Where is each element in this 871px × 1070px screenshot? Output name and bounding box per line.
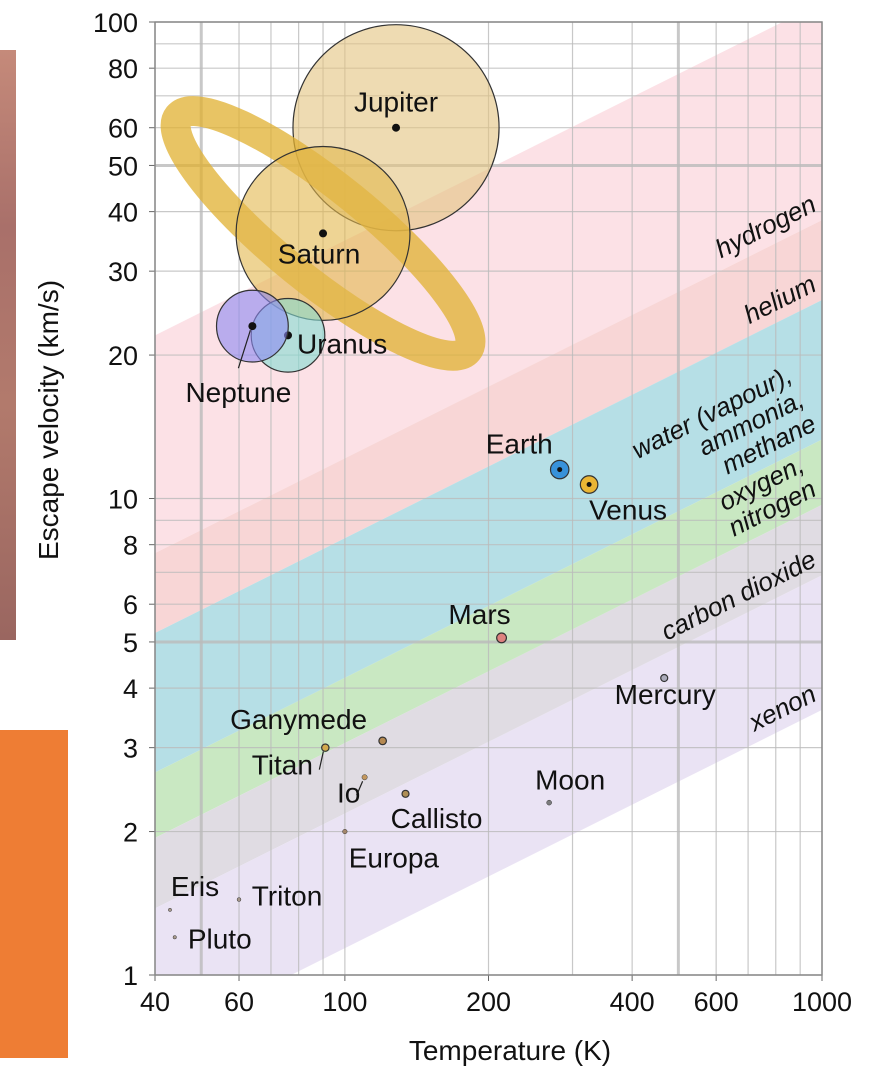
y-tick-label: 40 [108, 198, 138, 228]
body-label: Mercury [615, 679, 716, 710]
body-label: Earth [486, 429, 553, 460]
body-label: Triton [252, 881, 323, 912]
y-tick-label: 80 [108, 54, 138, 84]
body-marker [236, 897, 242, 902]
side-panel [0, 730, 68, 1058]
body-label: Titan [252, 750, 313, 781]
marks [160, 24, 669, 940]
plot-frame [154, 21, 823, 976]
body-label: Callisto [391, 803, 483, 834]
y-tick-label: 6 [123, 590, 138, 620]
y-axis-label: Escape velocity (km/s) [33, 280, 64, 560]
leader-line [237, 329, 251, 369]
y-tick-label: 60 [108, 114, 138, 144]
background-photo [0, 50, 16, 640]
x-tick-label: 200 [466, 987, 511, 1017]
y-tick-label: 1 [123, 961, 138, 991]
body-center [248, 322, 257, 331]
x-tick-label: 40 [140, 987, 170, 1017]
body-marker [321, 743, 330, 752]
body-label: Europa [349, 843, 440, 874]
body-marker [378, 736, 388, 746]
body-marker [172, 935, 177, 940]
y-tick-label: 5 [123, 628, 138, 658]
y-tick-label: 50 [108, 151, 138, 181]
body-label: Io [337, 777, 360, 808]
body-marker [660, 673, 669, 683]
leader-line [318, 751, 324, 770]
body-label: Mars [448, 599, 510, 630]
y-tick-label: 20 [108, 341, 138, 371]
body-center [319, 229, 328, 238]
body-marker [496, 632, 508, 644]
leader-line [356, 781, 364, 796]
y-tick-label: 4 [123, 674, 138, 704]
body-marker [546, 799, 552, 806]
body-label: Venus [589, 494, 667, 525]
body-label: Eris [171, 871, 219, 902]
y-tick-label: 2 [123, 818, 138, 848]
x-tick-label: 600 [694, 987, 739, 1017]
x-tick-label: 60 [224, 987, 254, 1017]
body-label: Neptune [185, 377, 291, 408]
body-label: Ganymede [230, 704, 367, 735]
y-tick-label: 8 [123, 531, 138, 561]
body-marker [361, 774, 368, 781]
body-marker [168, 907, 172, 912]
y-tick-label: 30 [108, 257, 138, 287]
body-center [586, 481, 592, 487]
x-tick-label: 1000 [792, 987, 852, 1017]
body-marker [401, 789, 410, 798]
body-label: Uranus [297, 328, 387, 359]
y-tick-label: 100 [93, 8, 138, 38]
x-tick-label: 400 [610, 987, 655, 1017]
x-axis-label: Temperature (K) [409, 1035, 611, 1066]
body-marker [342, 829, 348, 835]
body-center [392, 123, 401, 132]
body-label: Jupiter [354, 87, 438, 118]
y-tick-label: 10 [108, 485, 138, 515]
x-tick-label: 100 [322, 987, 367, 1017]
body-center [557, 467, 563, 473]
y-tick-label: 3 [123, 734, 138, 764]
body-label: Moon [535, 765, 605, 796]
body-label: Saturn [278, 238, 361, 269]
body-label: Pluto [188, 923, 252, 954]
